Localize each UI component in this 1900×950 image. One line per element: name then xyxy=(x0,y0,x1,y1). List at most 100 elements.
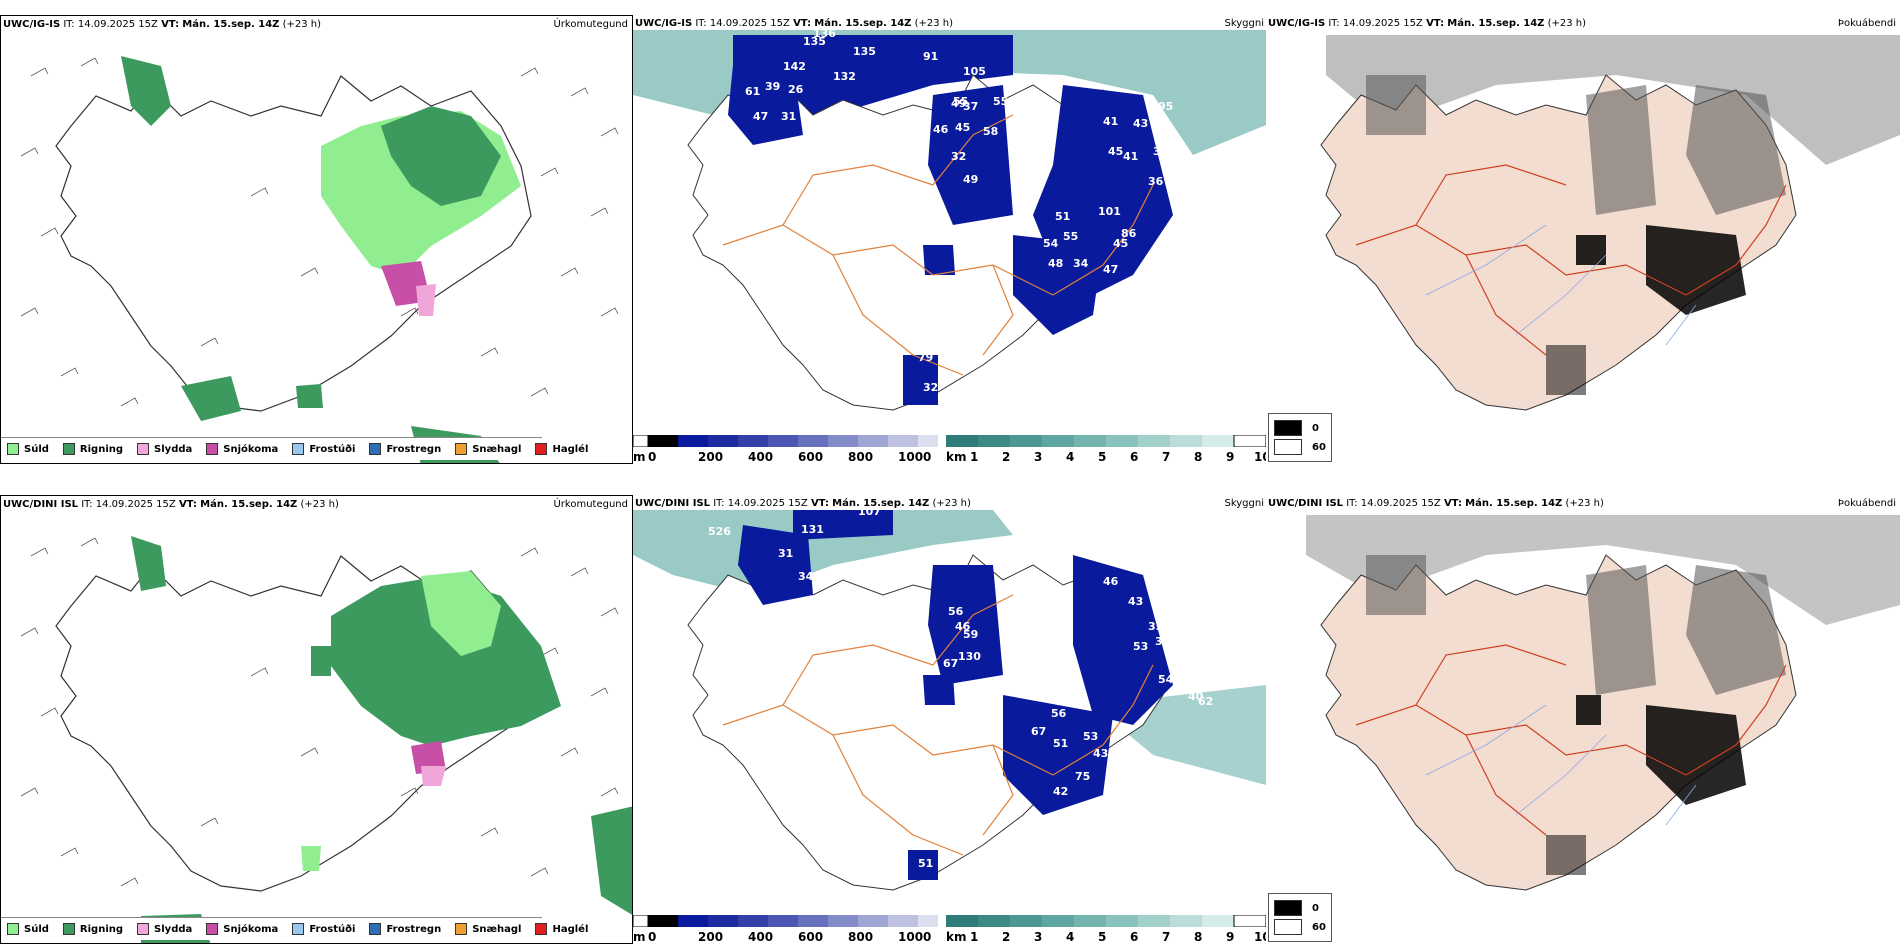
cloud-base-label: 56 xyxy=(1051,707,1067,720)
legend-item: Snæhagl xyxy=(455,923,521,935)
panel-title: Skyggni xyxy=(1224,18,1264,29)
precip-legend: Súld Rigning Slydda Snjókoma Frostúði Fr… xyxy=(1,917,588,940)
cloud-base-label: 130 xyxy=(958,650,981,663)
cloud-base-label: 40 xyxy=(1183,670,1199,683)
swatch-hail xyxy=(535,923,548,935)
iceland-outline xyxy=(55,75,532,412)
legend-item: Snjókoma xyxy=(206,443,278,455)
cloud-base-label: 53 xyxy=(1083,730,1098,743)
cloud-base-label: 43 xyxy=(1093,747,1108,760)
swatch-freezing-drizzle xyxy=(292,923,305,935)
panel-title: Skyggni xyxy=(1224,498,1264,509)
cloud-base-label: 37 xyxy=(1153,270,1168,283)
legend-item: Haglél xyxy=(535,923,588,935)
swatch-freezing-rain xyxy=(369,443,382,455)
legend-item: Slydda xyxy=(137,923,192,935)
swatch-rain xyxy=(62,443,75,455)
panel-title: Úrkomutegund xyxy=(553,499,628,510)
cloud-base-label: 59 xyxy=(963,628,978,641)
cloud-base-label: 32 xyxy=(923,381,938,394)
visibility-bar-ramp xyxy=(946,434,1266,448)
precip-legend: Súld Rigning Slydda Snjókoma Frostúði Fr… xyxy=(1,437,588,460)
cloud-base-label: 105 xyxy=(963,65,986,78)
cloud-base-label: 142 xyxy=(783,60,806,73)
precip-map xyxy=(20,56,619,463)
precip-map xyxy=(20,536,632,943)
cloud-base-label: 34 xyxy=(798,570,814,583)
cloud-base-label: 34 xyxy=(1188,650,1204,663)
swatch-snow xyxy=(206,923,219,935)
cloud-base-label: 54 xyxy=(1158,673,1174,686)
legend-item: Snjókoma xyxy=(206,923,278,935)
cloud-base-label: 40 xyxy=(1188,690,1204,703)
height-colorbar: m 0 200 400 600 800 1000 xyxy=(633,914,1266,944)
cloud-base-label: 135 xyxy=(853,45,876,58)
cloud-base-label: 31 xyxy=(781,110,796,123)
swatch-rain xyxy=(62,923,75,935)
legend-item: Rigning xyxy=(62,443,123,455)
cloud-base-label: 79 xyxy=(918,351,933,364)
swatch-freezing-rain xyxy=(369,923,382,935)
legend-item: Súld xyxy=(7,443,49,455)
fog-legend: 0 60 xyxy=(1268,413,1332,462)
cloud-base-label: 67 xyxy=(943,657,958,670)
cloud-base-label: 526 xyxy=(708,525,731,538)
legend-item: Rigning xyxy=(62,923,123,935)
precip-type-panel-row1: UWC/IG-IS IT: 14.09.2025 15Z VT: Mán. 15… xyxy=(0,15,633,464)
swatch-hail xyxy=(535,443,548,455)
legend-item: Frostúði xyxy=(292,923,355,935)
cloud-base-label: 48 xyxy=(1138,267,1153,280)
cloud-base-label: 51 xyxy=(1055,210,1070,223)
cloud-base-label: 49 xyxy=(963,173,978,186)
cloud-base-label: 49 xyxy=(951,97,966,110)
fog-panel-row2: UWC/DINI ISL IT: 14.09.2025 15Z VT: Mán.… xyxy=(1266,495,1900,944)
legend-item: Frostregn xyxy=(369,923,441,935)
cloud-base-label: 45 xyxy=(955,121,970,134)
cloud-base-label: 46 xyxy=(933,123,949,136)
cloud-base-label: 33 xyxy=(1173,155,1188,168)
cloud-base-label: 95 xyxy=(1158,100,1173,113)
cloud-base-label: 43 xyxy=(1133,117,1148,130)
legend-item: Haglél xyxy=(535,443,588,455)
cloud-base-label: 56 xyxy=(948,605,964,618)
cloud-panel-row1: 135 136 135 91 105 142 132 61 39 26 47 31 55 49 37 46 45… xyxy=(633,15,1266,464)
swatch-sleet xyxy=(137,923,150,935)
fog-swatch-60 xyxy=(1274,439,1302,455)
cloud-base-label: 45 xyxy=(1113,237,1128,250)
cloud-base-label: 35 xyxy=(1148,620,1163,633)
cloud-base-label: 78 xyxy=(1050,693,1065,706)
cloud-base-label: 55 xyxy=(1063,230,1078,243)
cloud-base-label: 55 xyxy=(953,95,968,108)
cloud-base-label: 47 xyxy=(753,110,768,123)
swatch-graupel xyxy=(455,443,468,455)
cloud-base-label: 35 xyxy=(1188,200,1203,213)
panel-header: UWC/DINI ISL IT: 14.09.2025 15Z VT: Mán.… xyxy=(1268,498,1604,509)
cloud-base-label: 26 xyxy=(788,83,804,96)
cloud-base-label: 34 xyxy=(1073,257,1089,270)
panel-header: UWC/IG-IS IT: 14.09.2025 15Z VT: Mán. 15… xyxy=(635,18,954,29)
panel-header: UWC/DINI ISL IT: 14.09.2025 15Z VT: Mán.… xyxy=(635,498,971,509)
panel-header: UWC/IG-IS IT: 14.09.2025 15Z VT: Mán. 15… xyxy=(1268,18,1587,29)
cloud-base-label: 67 xyxy=(1031,725,1046,738)
fog-swatch-0 xyxy=(1274,900,1302,916)
cloud-base-label: 34 xyxy=(1153,145,1169,158)
swatch-drizzle xyxy=(7,443,19,455)
panel-header: UWC/DINI ISL IT: 14.09.2025 15Z VT: Mán.… xyxy=(3,499,339,510)
cloud-base-label: 61 xyxy=(745,85,760,98)
cloud-base-label: 37 xyxy=(1168,650,1183,663)
cloud-base-label: 36 xyxy=(1148,175,1164,188)
cloud-base-label: 86 xyxy=(1121,227,1137,240)
height-bar-ramp xyxy=(633,434,938,448)
cloud-base-label: 47 xyxy=(1103,263,1118,276)
cloud-base-label: 91 xyxy=(923,50,938,63)
fog-swatch-0 xyxy=(1274,420,1302,436)
legend-item: Slydda xyxy=(137,443,192,455)
fog-swatch-60 xyxy=(1274,919,1302,935)
cloud-base-label: 55 xyxy=(993,95,1008,108)
precip-type-panel-row2: UWC/DINI ISL IT: 14.09.2025 15Z VT: Mán.… xyxy=(0,495,633,944)
cloud-base-label: 35 xyxy=(1183,635,1198,648)
rain-areas xyxy=(121,56,521,463)
cloud-base-label: 72 xyxy=(958,245,973,258)
